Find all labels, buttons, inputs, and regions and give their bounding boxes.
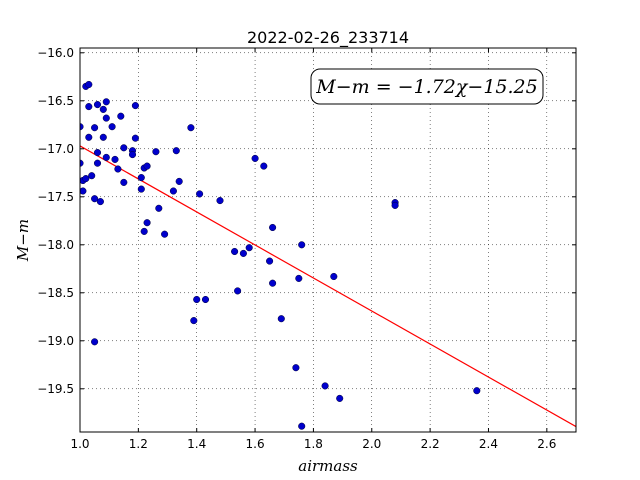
data-point bbox=[245, 244, 253, 252]
x-axis-label: airmass bbox=[298, 457, 358, 475]
data-point bbox=[99, 105, 107, 113]
data-point bbox=[231, 247, 239, 256]
data-point bbox=[102, 98, 110, 106]
formula-frame bbox=[310, 68, 544, 105]
data-point bbox=[239, 249, 247, 257]
data-point bbox=[143, 162, 151, 170]
formula-text: M−m = −1.72χ−15.25 bbox=[315, 76, 537, 98]
data-point bbox=[128, 151, 137, 159]
data-point bbox=[298, 422, 306, 430]
data-point bbox=[172, 147, 180, 155]
data-point bbox=[298, 241, 306, 249]
data-point bbox=[114, 165, 122, 173]
y-tick-label: −18.0 bbox=[37, 238, 74, 252]
data-point bbox=[292, 364, 300, 372]
data-point bbox=[391, 201, 399, 209]
data-point bbox=[336, 394, 344, 402]
data-point bbox=[99, 133, 107, 141]
data-point bbox=[93, 149, 102, 157]
data-point bbox=[102, 114, 110, 122]
x-tick-label: 1.8 bbox=[304, 437, 323, 451]
data-point bbox=[140, 227, 148, 235]
data-point bbox=[80, 159, 84, 167]
data-point bbox=[91, 195, 99, 203]
axis-ticks: 1.0 1.2 1.4 1.6 1.8 2.0 2.2 2.4 2.6 −16.0 −16.5 −17… bbox=[37, 46, 576, 451]
y-tick-label: −17.5 bbox=[37, 190, 74, 204]
x-tick-label: 1.2 bbox=[129, 437, 148, 451]
data-point bbox=[295, 274, 303, 282]
y-tick-label: −17.0 bbox=[37, 142, 74, 156]
data-point bbox=[266, 257, 274, 265]
data-point bbox=[321, 382, 329, 390]
data-point bbox=[155, 204, 163, 212]
data-point bbox=[187, 124, 195, 132]
data-point bbox=[175, 177, 183, 185]
x-tick-label: 2.0 bbox=[362, 437, 381, 451]
x-tick-label: 2.4 bbox=[479, 437, 498, 451]
data-point bbox=[82, 175, 90, 183]
plot-frame bbox=[79, 47, 577, 433]
data-point bbox=[80, 187, 87, 195]
data-point bbox=[111, 155, 119, 163]
y-tick-label: −16.0 bbox=[37, 46, 74, 60]
y-tick-label: −16.5 bbox=[37, 94, 74, 108]
data-point bbox=[93, 101, 102, 109]
data-point bbox=[277, 315, 285, 323]
fit-line bbox=[80, 145, 576, 428]
x-tick-label: 2.6 bbox=[537, 437, 556, 451]
x-tick-label: 1.0 bbox=[70, 437, 89, 451]
data-point bbox=[131, 134, 139, 142]
data-point bbox=[169, 187, 177, 195]
y-tick-label: −18.5 bbox=[37, 286, 74, 300]
data-point bbox=[120, 178, 128, 186]
data-point bbox=[143, 219, 151, 227]
chart-title: 2022-02-26_233714 bbox=[247, 28, 409, 48]
data-point bbox=[193, 295, 201, 304]
data-point bbox=[260, 162, 268, 170]
data-point bbox=[201, 295, 210, 304]
data-point bbox=[216, 197, 224, 205]
data-point bbox=[137, 185, 145, 193]
formula-box: M−m = −1.72χ−15.25 bbox=[310, 68, 544, 105]
data-point bbox=[120, 144, 128, 152]
data-point bbox=[131, 102, 139, 110]
data-layer bbox=[80, 80, 576, 430]
data-point bbox=[93, 159, 102, 167]
data-point bbox=[117, 112, 125, 120]
data-point bbox=[190, 317, 198, 325]
plot-area bbox=[80, 48, 576, 432]
data-point bbox=[152, 148, 160, 156]
data-point bbox=[161, 230, 169, 238]
data-point bbox=[102, 153, 110, 161]
data-point bbox=[330, 272, 338, 281]
data-point bbox=[196, 190, 204, 198]
data-point bbox=[96, 198, 104, 206]
y-tick-label: −19.5 bbox=[37, 382, 74, 396]
data-point bbox=[85, 133, 93, 141]
data-point bbox=[234, 287, 242, 295]
data-point bbox=[91, 124, 99, 132]
data-point bbox=[85, 80, 93, 89]
data-point bbox=[473, 387, 481, 395]
data-point bbox=[91, 338, 99, 346]
data-point bbox=[85, 103, 93, 111]
data-point bbox=[251, 154, 259, 162]
x-tick-label: 1.4 bbox=[187, 437, 206, 451]
data-point bbox=[88, 172, 96, 180]
y-axis-label: M−m bbox=[14, 219, 32, 262]
x-tick-label: 1.6 bbox=[246, 437, 265, 451]
data-point bbox=[269, 223, 277, 232]
data-point bbox=[108, 123, 116, 131]
data-point bbox=[269, 279, 277, 287]
x-tick-label: 2.2 bbox=[421, 437, 440, 451]
data-point bbox=[80, 123, 84, 131]
data-point bbox=[137, 174, 145, 182]
y-tick-label: −19.0 bbox=[37, 334, 74, 348]
